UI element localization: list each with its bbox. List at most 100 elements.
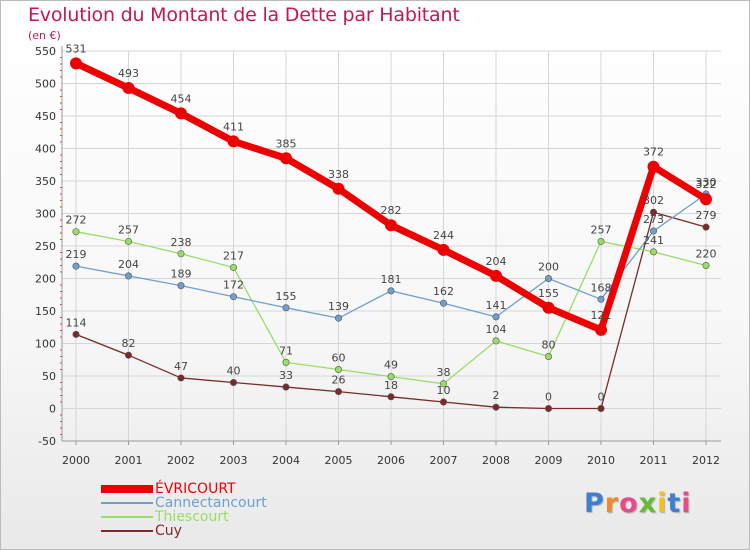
x-tick-label: 2003 bbox=[220, 454, 248, 467]
data-point bbox=[334, 365, 342, 373]
data-point bbox=[492, 313, 500, 321]
data-label: 282 bbox=[381, 204, 402, 217]
data-label: 273 bbox=[643, 213, 664, 226]
x-tick-label: 2006 bbox=[377, 454, 405, 467]
data-point bbox=[332, 182, 345, 195]
legend-swatch bbox=[101, 502, 153, 504]
data-label: 155 bbox=[538, 287, 559, 300]
legend-swatch bbox=[101, 485, 153, 493]
data-label: 385 bbox=[276, 137, 297, 150]
data-label: 272 bbox=[66, 214, 87, 227]
legend-item: ÉVRICOURT bbox=[101, 481, 236, 497]
data-label: 40 bbox=[227, 365, 241, 378]
data-point bbox=[227, 135, 240, 148]
legend-label: Cannectancourt bbox=[155, 495, 267, 511]
data-point bbox=[282, 358, 290, 366]
data-point bbox=[125, 351, 133, 359]
data-label: 257 bbox=[118, 223, 139, 236]
data-point bbox=[700, 193, 712, 206]
data-point bbox=[387, 287, 395, 295]
data-point bbox=[597, 295, 605, 303]
data-point bbox=[490, 269, 502, 282]
chart-title: Evolution du Montant de la Dette par Hab… bbox=[28, 4, 460, 26]
data-point bbox=[597, 404, 605, 412]
legend-item: Cuy bbox=[101, 523, 182, 539]
data-point bbox=[334, 314, 342, 322]
legend-swatch bbox=[101, 530, 153, 532]
data-point bbox=[125, 272, 133, 280]
data-label: 302 bbox=[643, 194, 664, 207]
data-label: 0 bbox=[598, 391, 605, 404]
y-tick-label: 250 bbox=[35, 240, 56, 253]
data-point bbox=[544, 404, 552, 412]
data-label: 204 bbox=[486, 255, 507, 268]
axes: -500501001502002503003504004505005502000… bbox=[35, 45, 721, 467]
data-label: 49 bbox=[384, 359, 398, 372]
data-label: 531 bbox=[66, 42, 87, 55]
x-tick-label: 2011 bbox=[640, 454, 668, 467]
data-point bbox=[649, 208, 657, 216]
data-label: 0 bbox=[545, 391, 552, 404]
data-label: 241 bbox=[643, 234, 664, 247]
data-label: 219 bbox=[66, 248, 87, 261]
data-point bbox=[387, 393, 395, 401]
data-label: 71 bbox=[279, 344, 293, 357]
data-point bbox=[72, 330, 80, 338]
data-point bbox=[647, 160, 660, 173]
data-point bbox=[439, 380, 447, 388]
data-point bbox=[125, 237, 133, 245]
data-point bbox=[177, 250, 185, 258]
data-label: 181 bbox=[381, 273, 402, 286]
y-tick-label: 300 bbox=[35, 208, 56, 221]
data-point bbox=[282, 383, 290, 391]
data-label: 204 bbox=[118, 258, 139, 271]
x-tick-label: 2012 bbox=[692, 454, 720, 467]
data-labels: 5314934544113853382822442041551213723222… bbox=[66, 42, 717, 403]
x-tick-label: 2005 bbox=[325, 454, 353, 467]
data-label: 172 bbox=[223, 279, 244, 292]
y-tick-label: 500 bbox=[35, 78, 56, 91]
data-point bbox=[72, 228, 80, 236]
data-point bbox=[439, 398, 447, 406]
legend-item: Thiescourt bbox=[101, 509, 229, 525]
data-point bbox=[437, 243, 450, 256]
series bbox=[70, 57, 712, 412]
data-label: 47 bbox=[174, 360, 188, 373]
data-label: 493 bbox=[118, 67, 139, 80]
data-point bbox=[122, 82, 135, 95]
data-label: 322 bbox=[696, 178, 717, 191]
data-point bbox=[72, 262, 80, 270]
data-point bbox=[280, 152, 292, 165]
data-label: 2 bbox=[493, 389, 500, 402]
data-point bbox=[544, 274, 552, 282]
data-label: 168 bbox=[591, 281, 612, 294]
legend-label: Thiescourt bbox=[155, 509, 229, 525]
x-tick-label: 2002 bbox=[167, 454, 195, 467]
legend-label: Cuy bbox=[155, 523, 182, 539]
y-tick-label: 100 bbox=[35, 338, 56, 351]
data-label: 33 bbox=[279, 369, 293, 382]
legend-label: ÉVRICOURT bbox=[155, 481, 236, 497]
y-tick-label: 150 bbox=[35, 305, 56, 318]
y-tick-label: 400 bbox=[35, 143, 56, 156]
data-label: 411 bbox=[223, 120, 244, 133]
x-tick-label: 2001 bbox=[115, 454, 143, 467]
grid bbox=[62, 50, 721, 442]
data-label: 60 bbox=[332, 352, 346, 365]
data-label: 454 bbox=[171, 92, 192, 105]
data-label: 121 bbox=[591, 309, 612, 322]
data-label: 217 bbox=[223, 249, 244, 262]
data-label: 139 bbox=[328, 300, 349, 313]
x-tick-label: 2009 bbox=[535, 454, 563, 467]
data-label: 26 bbox=[332, 374, 346, 387]
data-label: 372 bbox=[643, 146, 664, 159]
data-point bbox=[230, 263, 238, 271]
x-tick-label: 2000 bbox=[62, 454, 90, 467]
data-label: 338 bbox=[328, 168, 349, 181]
proxiti-logo: Proxiti bbox=[584, 488, 692, 519]
y-tick-label: -50 bbox=[38, 435, 56, 448]
x-tick-label: 2010 bbox=[587, 454, 615, 467]
data-point bbox=[542, 301, 555, 314]
data-label: 38 bbox=[437, 366, 451, 379]
